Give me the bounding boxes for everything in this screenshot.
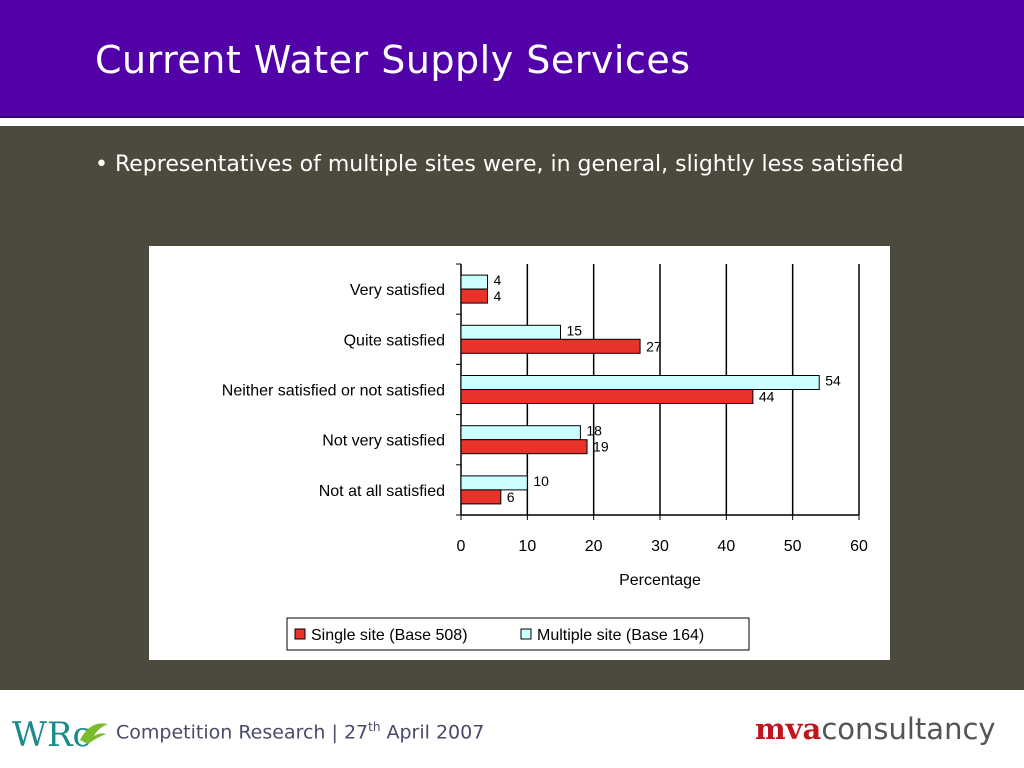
wrc-logo-text: WRc (12, 715, 92, 755)
footer-text-sup: th (368, 720, 381, 734)
bar-single-site (460, 439, 588, 455)
data-label-multiple-site: 15 (567, 322, 583, 338)
bar-multiple-site (460, 475, 528, 491)
data-label-multiple-site: 54 (825, 373, 841, 389)
footer-text-prefix: Competition Research | 27 (116, 721, 369, 744)
data-label-single-site: 4 (494, 288, 502, 304)
separator (0, 118, 1024, 126)
wrc-logo: WRc (10, 710, 115, 762)
footer-text: Competition Research | 27th April 2007 (116, 720, 484, 743)
legend-label-multiple-site: Multiple site (Base 164) (537, 627, 704, 644)
x-tick-label: 40 (717, 538, 735, 555)
title-bar: Current Water Supply Services (0, 0, 1024, 118)
data-label-multiple-site: 10 (533, 473, 549, 489)
leaf-icon (80, 723, 108, 744)
bar-single-site (460, 288, 489, 304)
x-tick-label: 10 (518, 538, 536, 555)
legend-swatch-single-site (294, 628, 306, 640)
legend-label-single-site: Single site (Base 508) (311, 627, 468, 644)
mva-logo-part1: mva (755, 712, 822, 746)
bar-chart: 0 10 20 30 40 50 60 Percentage Very satisfied 44 Q… (222, 263, 868, 651)
legend-swatch-multiple-site (520, 628, 532, 640)
category-label: Neither satisfied or not satisfied (222, 383, 445, 400)
mva-logo-part2: consultancy (821, 712, 996, 746)
bar-single-site (460, 338, 641, 354)
bar-multiple-site (460, 324, 561, 340)
bar-multiple-site (460, 274, 489, 290)
bar-multiple-site (460, 375, 820, 390)
data-label-single-site: 27 (646, 338, 662, 354)
footer-text-suffix: April 2007 (380, 721, 485, 744)
category-label: Not at all satisfied (319, 483, 445, 500)
category-label: Quite satisfied (344, 332, 445, 349)
category-label: Not very satisfied (322, 433, 445, 450)
x-tick-label: 0 (457, 538, 466, 555)
x-tick-label: 60 (850, 538, 868, 555)
footer (0, 690, 1024, 768)
bullet-text: • Representatives of multiple sites were… (95, 152, 904, 177)
x-tick-label: 30 (651, 538, 669, 555)
x-tick-label: 50 (784, 538, 802, 555)
data-label-multiple-site: 4 (494, 272, 502, 288)
bar-single-site (460, 389, 754, 404)
data-label-single-site: 44 (759, 389, 775, 405)
x-axis-label: Percentage (619, 572, 701, 589)
category-label: Very satisfied (350, 282, 445, 299)
legend-box (286, 617, 750, 651)
mva-consultancy-logo: mvaconsultancy (755, 712, 996, 746)
bar-single-site (460, 489, 502, 505)
chart-panel: 0 10 20 30 40 50 60 Percentage Very satisfied 4 4 Q… (149, 246, 890, 660)
x-tick-label: 20 (585, 538, 603, 555)
slide-title: Current Water Supply Services (95, 38, 691, 82)
bar-multiple-site (460, 425, 581, 441)
data-label-single-site: 6 (507, 489, 515, 505)
data-label-multiple-site: 18 (586, 423, 602, 439)
data-label-single-site: 19 (593, 439, 609, 455)
